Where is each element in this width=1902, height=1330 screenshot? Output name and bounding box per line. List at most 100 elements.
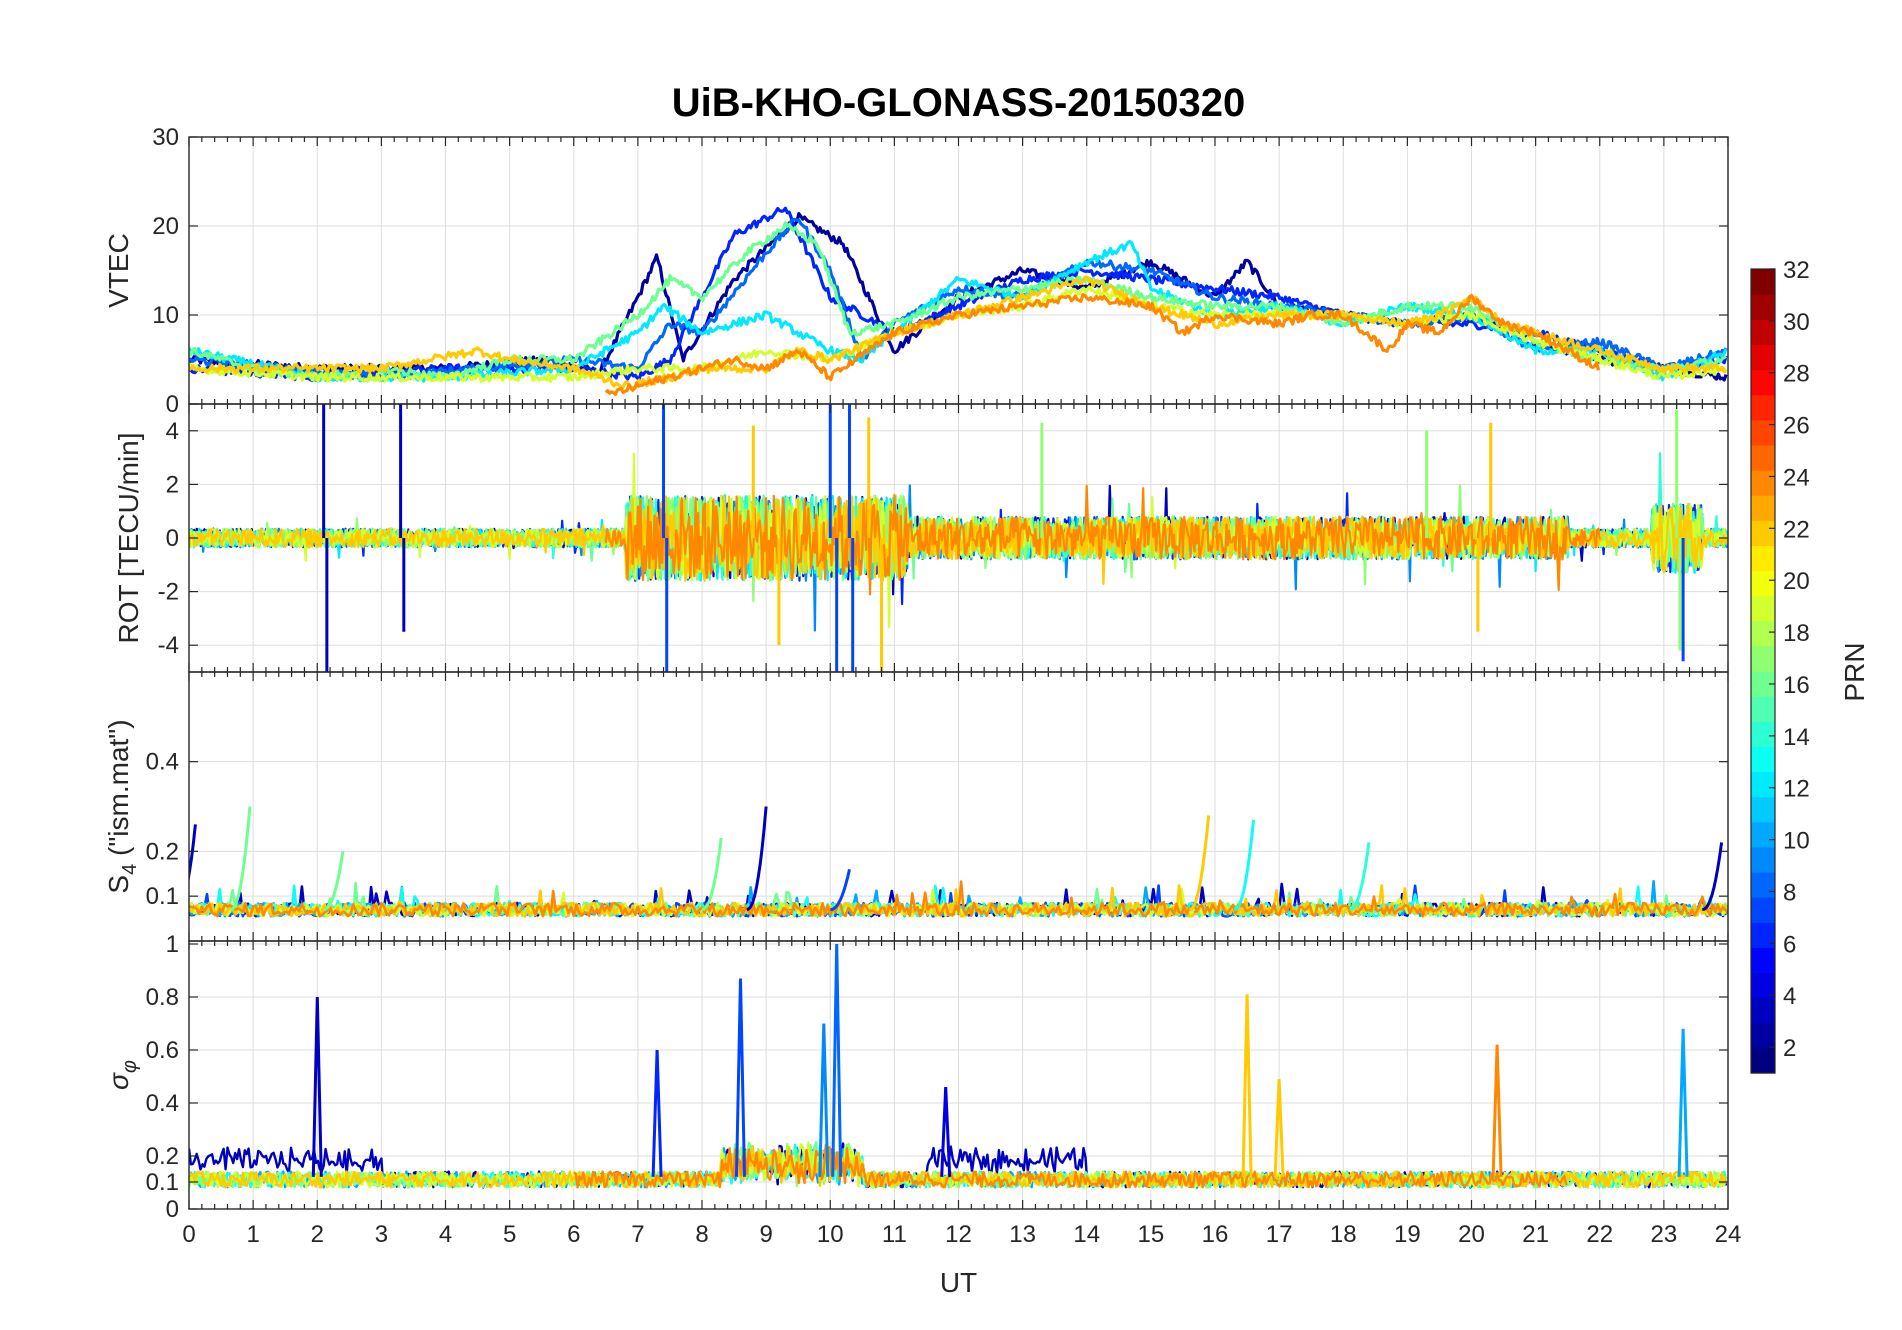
colorbar-tick-label: 16 [1783, 672, 1810, 699]
colorbar-segment [1751, 1022, 1775, 1049]
panel-vtec-frame: 0 10 20 30 VTEC [103, 124, 1729, 418]
colorbar-segment [1751, 1047, 1775, 1074]
y-tick-label: 0 [166, 1196, 179, 1223]
colorbar-tick-label: 28 [1783, 361, 1810, 388]
colorbar-tick-label: 12 [1783, 776, 1810, 803]
y-tick-label: 0.4 [146, 1090, 179, 1117]
colorbar-segment [1751, 344, 1775, 371]
sigma-peak-prn-9 [818, 1023, 830, 1177]
colorbar-label: PRN [1839, 642, 1870, 701]
s4-peak-prn-3 [189, 824, 197, 884]
vtec-series-prn-24 [604, 293, 1601, 397]
x-tick-label: 2 [311, 1221, 324, 1248]
x-tick-label: 9 [759, 1221, 772, 1248]
y-tick-label: -2 [158, 579, 179, 606]
y-tick-label: 0.4 [146, 749, 179, 776]
y-axis-label: σφ [103, 1060, 141, 1090]
x-tick-label: 0 [182, 1221, 195, 1248]
rot-series-prn-24 [604, 484, 1601, 596]
vtec-series-prn-8 [189, 217, 1728, 382]
x-tick-label: 13 [1009, 1221, 1036, 1248]
sigma-peak-prn-24 [1491, 1044, 1503, 1177]
colorbar-tick-label: 2 [1783, 1035, 1796, 1062]
colorbar-tick-label: 32 [1783, 257, 1810, 284]
panel-sigma-frame: 00.10.2 0.4 0.6 0.8 1 σφ [103, 931, 1729, 1223]
x-tick-label: 14 [1073, 1221, 1100, 1248]
s4-peak-prn-14 [1349, 842, 1371, 912]
s4-peak-prn-7 [830, 868, 851, 912]
vtec-series-group [189, 206, 1728, 397]
colorbar-segment [1751, 545, 1775, 572]
y-tick-label: -4 [158, 632, 179, 659]
colorbar-segment [1751, 495, 1775, 521]
colorbar-segment [1751, 570, 1775, 597]
colorbar-segment [1751, 470, 1775, 496]
colorbar-segment [1751, 645, 1775, 672]
x-tick-label: 23 [1651, 1221, 1678, 1248]
y-tick-label: 0.6 [146, 1037, 179, 1064]
colorbar-tick-label: 20 [1783, 568, 1810, 595]
colorbar-segment [1751, 972, 1775, 999]
x-tick-label: 10 [817, 1221, 844, 1248]
y-tick-label: 10 [152, 302, 179, 329]
sigma-peak-prn-6 [651, 1049, 663, 1177]
s4-peak-prn-3 [1702, 842, 1724, 912]
y-tick-label: 30 [152, 124, 179, 151]
x-tick-label: 21 [1522, 1221, 1549, 1248]
x-tick-label: 15 [1138, 1221, 1165, 1248]
colorbar-segment [1751, 821, 1775, 848]
colorbar-tick-label: 14 [1783, 724, 1810, 751]
chart-title: UiB-KHO-GLONASS-20150320 [672, 81, 1246, 125]
x-tick-label: 1 [246, 1221, 259, 1248]
colorbar-segment [1751, 796, 1775, 823]
colorbar-tick-label: 6 [1783, 931, 1796, 958]
s4-peak-prn-16 [701, 837, 723, 912]
x-tick-label: 8 [695, 1221, 708, 1248]
sigma-series-group [189, 943, 1728, 1189]
x-tick-label: 20 [1458, 1221, 1485, 1248]
x-axis-label: UT [940, 1267, 977, 1298]
x-tick-label: 22 [1586, 1221, 1613, 1248]
sigma-peak-prn-7 [735, 978, 746, 1177]
x-tick-label: 18 [1330, 1221, 1357, 1248]
y-tick-label: 0.2 [146, 838, 179, 865]
colorbar-segment [1751, 721, 1775, 747]
x-tick-label: 3 [375, 1221, 388, 1248]
colorbar-segment [1751, 444, 1775, 471]
sigma-peak-prn-10 [1677, 1028, 1689, 1177]
rot-series-group [189, 404, 1728, 672]
colorbar-tick-label: 22 [1783, 516, 1810, 543]
colorbar-tick-label: 24 [1783, 464, 1810, 491]
y-tick-label: 2 [166, 471, 179, 498]
s4-peak-prn-3 [746, 806, 768, 912]
y-axis-label: VTEC [103, 233, 134, 308]
colorbar-tick-label: 18 [1783, 620, 1810, 647]
s4-peak-prn-13 [1233, 819, 1255, 912]
y-tick-label: 0 [166, 525, 179, 552]
colorbar-segment [1751, 746, 1775, 773]
colorbar-segment [1751, 922, 1775, 948]
x-tick-label: 12 [945, 1221, 972, 1248]
colorbar-segment [1751, 997, 1775, 1024]
s4-peak-prn-16 [323, 851, 345, 912]
vtec-series-prn-6 [189, 206, 1728, 383]
colorbar-segment [1751, 294, 1775, 320]
colorbar-segment [1751, 620, 1775, 647]
x-tick-label: 16 [1202, 1221, 1229, 1248]
y-tick-label: 1 [166, 931, 179, 958]
x-tick-label: 24 [1715, 1221, 1742, 1248]
colorbar-tick-label: 4 [1783, 983, 1796, 1010]
y-tick-label: 0.1 [146, 883, 179, 910]
y-tick-label: 20 [152, 213, 179, 240]
colorbar-segment [1751, 419, 1775, 446]
y-axis-label: S4 ("ism.mat") [103, 719, 141, 893]
colorbar-segment [1751, 319, 1775, 345]
sigma-series-prn-24 [573, 1143, 1568, 1189]
y-tick-label: 0.8 [146, 984, 179, 1011]
sigma-peak-prn-3 [311, 996, 323, 1177]
x-tick-label: 11 [882, 1221, 907, 1248]
colorbar-segment [1751, 897, 1775, 923]
y-tick-label: 0.1 [146, 1169, 179, 1196]
sigma-peak-prn-4 [940, 1087, 952, 1177]
